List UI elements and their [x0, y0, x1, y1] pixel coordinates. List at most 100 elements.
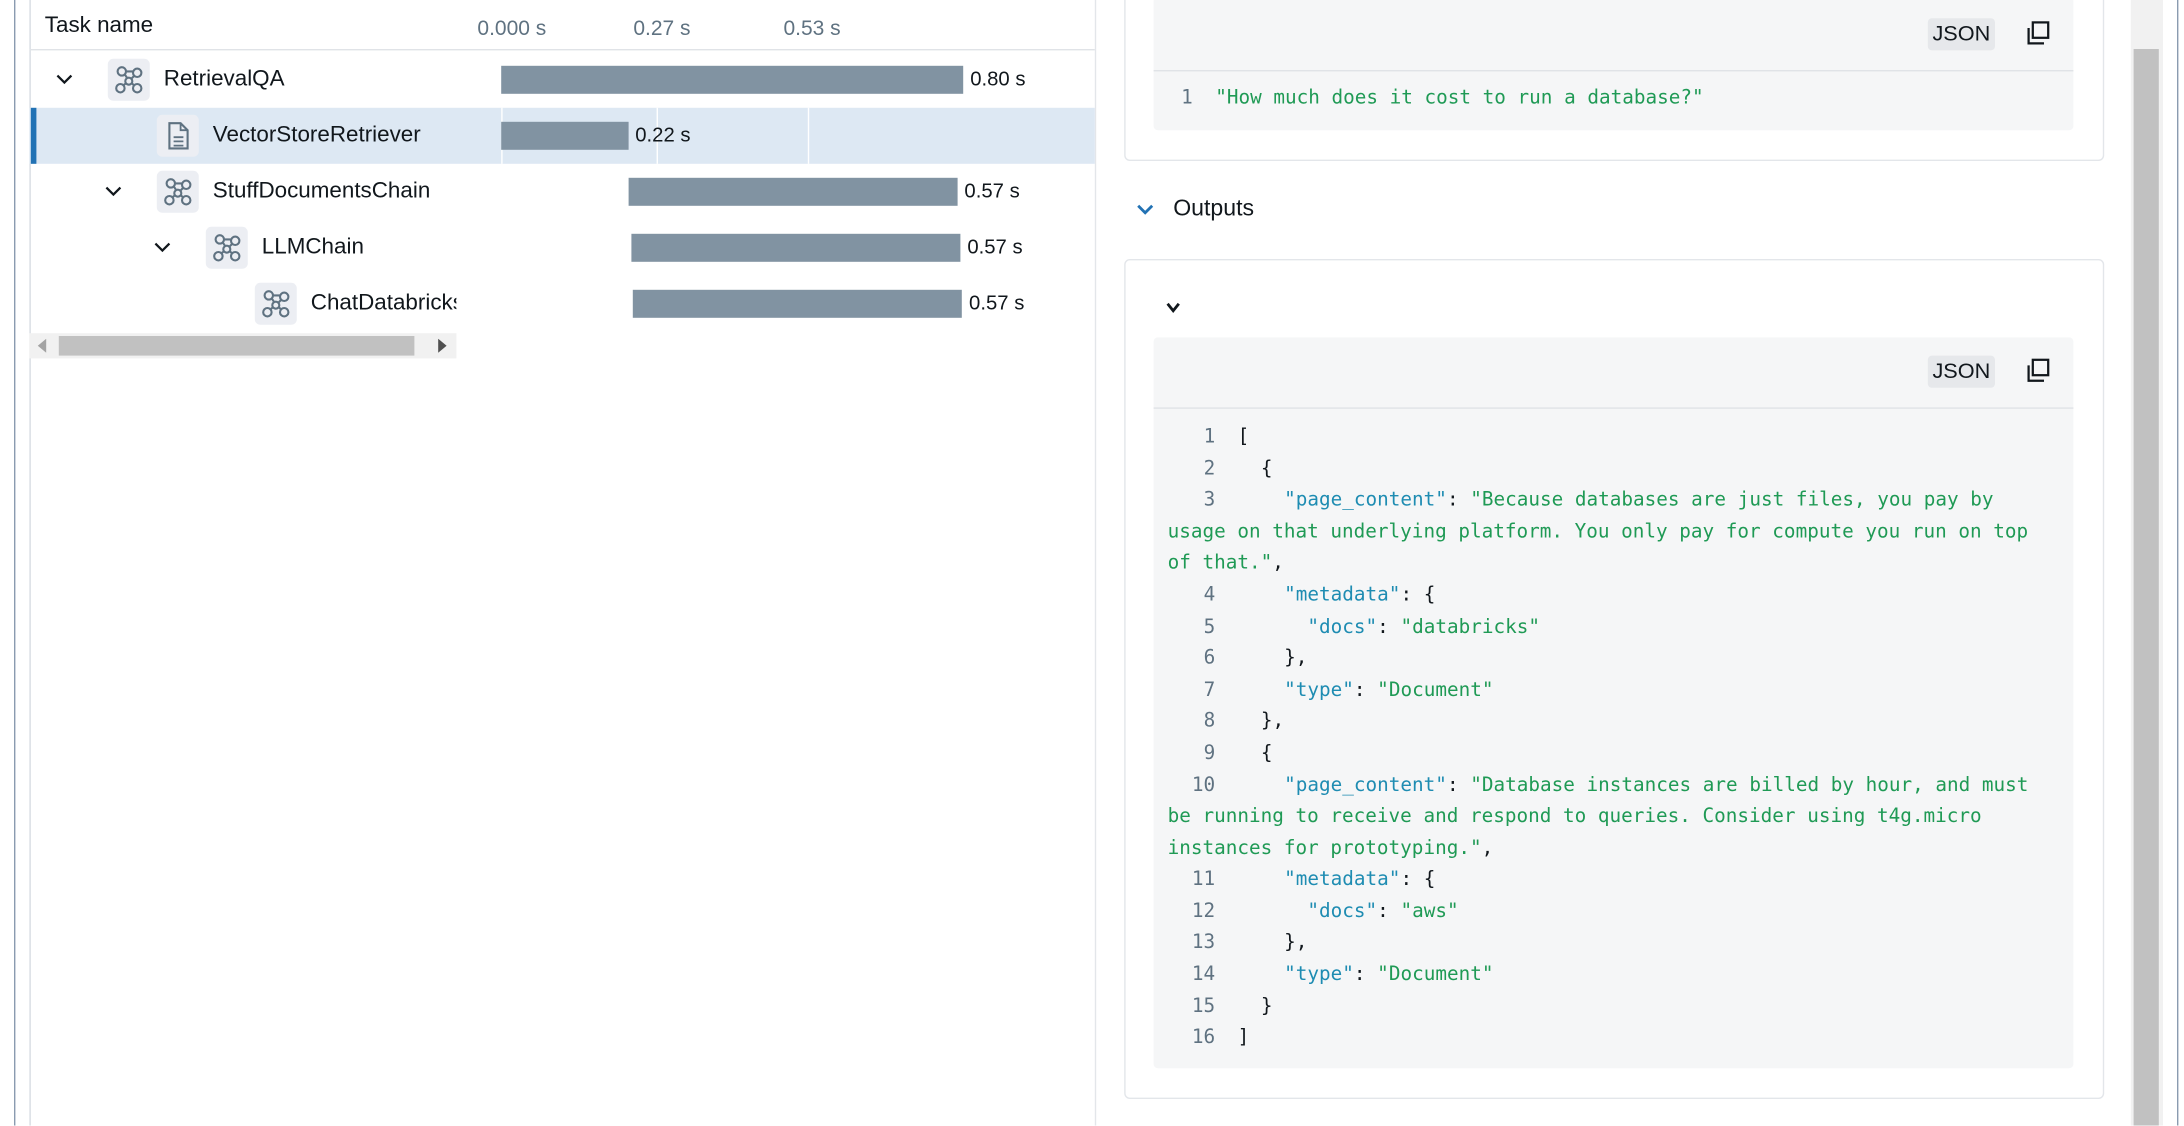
timeline-tick: 0.000 s — [477, 16, 547, 41]
scroll-thumb[interactable] — [2133, 49, 2159, 1126]
expand-toggle — [56, 74, 73, 85]
chain-icon — [262, 290, 290, 318]
line-number: 16 — [1191, 1026, 1216, 1049]
format-badge: JSON — [1927, 355, 1995, 388]
duration-label: 0.57 s — [969, 292, 1025, 315]
duration-bar — [632, 289, 963, 318]
task-row[interactable]: VectorStoreRetriever 0.22 s — [29, 107, 1095, 164]
scroll-right[interactable] — [437, 338, 448, 353]
code-text: { — [1237, 457, 1273, 480]
code-line: "How much does it cost to run a database… — [1215, 86, 1704, 110]
task-name: ChatDatabricks — [310, 291, 457, 315]
duration-bar — [501, 65, 964, 94]
timeline-tick: 0.53 s — [783, 16, 841, 41]
duration-label: 0.57 s — [967, 236, 1023, 259]
task-row[interactable]: LLMChain 0.57 s — [29, 219, 1094, 276]
task-name: VectorStoreRetriever — [212, 123, 421, 147]
panel-divider — [1094, 0, 1097, 1126]
duration-bar — [631, 233, 961, 262]
collapse-toggle[interactable] — [1135, 200, 1155, 220]
timeline-tick: 0.27 s — [633, 16, 691, 41]
span-icon — [156, 114, 199, 157]
task-row[interactable]: RetrievalQA 0.80 s — [29, 51, 1094, 108]
line-number: 2 — [1203, 457, 1216, 480]
line-number: 1 — [1203, 425, 1216, 448]
task-name: LLMChain — [261, 235, 364, 259]
name-cell: StuffDocumentsChain — [29, 164, 456, 220]
line-number: 13 — [1191, 931, 1216, 955]
section-title: Outputs — [1173, 196, 1255, 222]
column-header: Task name — [44, 14, 154, 38]
task-row[interactable]: ChatDatabricks 0.57 s — [29, 275, 1094, 332]
scroll-thumb[interactable] — [58, 336, 415, 356]
code-text: }, — [1237, 710, 1285, 733]
task-row[interactable]: StuffDocumentsChain 0.57 s — [29, 163, 1094, 220]
code-text: "page_content": "Database instances are … — [1167, 773, 2041, 860]
line-number: 6 — [1203, 646, 1216, 670]
chain-icon — [164, 178, 192, 206]
duration-label: 0.57 s — [964, 180, 1020, 203]
chain-icon — [213, 234, 241, 262]
name-cell: ChatDatabricks — [29, 276, 456, 332]
header-border — [29, 49, 1095, 51]
task-name: RetrievalQA — [163, 67, 285, 91]
code-text: "type": "Document" — [1284, 963, 1494, 986]
span-icon — [205, 226, 248, 269]
line-number: 5 — [1203, 615, 1216, 638]
expand-toggle — [154, 242, 171, 253]
code-text: }, — [1237, 931, 1308, 955]
code-line: 4 "metadata": { — [1168, 580, 2036, 612]
copy-button[interactable] — [2024, 357, 2052, 385]
code-text: "docs": "databricks" — [1307, 615, 1540, 638]
duration-bar — [501, 121, 629, 150]
collapse-toggle[interactable] — [1163, 298, 1183, 318]
panel-border — [29, 0, 31, 1126]
code-line: 15 } — [1168, 991, 2036, 1023]
code-line: 10 "page_content": "Database instances a… — [1168, 769, 2036, 864]
span-icon — [254, 282, 297, 325]
name-cell: RetrievalQA — [29, 52, 456, 108]
code-text: "page_content": "Because databases are j… — [1167, 488, 2040, 575]
line-number: 7 — [1203, 678, 1216, 702]
task-table: Task name RetrievalQA 0.80 s VectorStoreRe… — [29, 14, 1095, 332]
code-text: { — [1237, 741, 1273, 765]
code-line: 2 { — [1168, 453, 2036, 485]
grid-line — [501, 219, 503, 276]
line-number: 4 — [1203, 583, 1216, 607]
code-line: 6 }, — [1168, 643, 2036, 675]
line-number: 3 — [1203, 488, 1216, 512]
line-number: 10 — [1191, 773, 1216, 796]
scroll-left[interactable] — [36, 338, 47, 353]
line-number: 12 — [1191, 900, 1216, 923]
format-badge: JSON — [1927, 18, 1995, 51]
code-divider — [1153, 70, 2074, 72]
code-block — [1153, 337, 2074, 1069]
line-number: 15 — [1191, 994, 1216, 1018]
expand-toggle — [105, 186, 122, 197]
h-scrollbar[interactable] — [29, 333, 457, 359]
code-text: "metadata": { — [1284, 868, 1436, 891]
code-line: 11 "metadata": { — [1168, 864, 2036, 896]
code-lines: 1[2 {3 "page_content": "Because database… — [0, 421, 2029, 1049]
span-icon — [156, 170, 199, 213]
duration-bar — [628, 177, 958, 206]
name-cell: LLMChain — [29, 220, 456, 276]
line-number: 1 — [1181, 86, 1193, 110]
grid-line — [501, 275, 503, 332]
code-text: "docs": "aws" — [1307, 900, 1459, 923]
name-cell: VectorStoreRetriever — [29, 108, 456, 164]
code-text: [ — [1237, 425, 1250, 448]
duration-label: 0.22 s — [635, 124, 691, 147]
code-line: 13 }, — [1168, 927, 2036, 959]
line-number: 8 — [1203, 710, 1216, 733]
frame-border — [14, 0, 16, 1126]
v-scrollbar[interactable] — [2130, 0, 2163, 1126]
code-text: } — [1237, 994, 1273, 1018]
duration-label: 0.80 s — [970, 68, 1026, 91]
code-line: 1[ — [1168, 421, 2036, 453]
copy-button[interactable] — [2024, 20, 2052, 48]
task-name: StuffDocumentsChain — [212, 179, 431, 203]
code-line: 12 "docs": "aws" — [1168, 896, 2036, 928]
code-block — [1153, 0, 2074, 131]
